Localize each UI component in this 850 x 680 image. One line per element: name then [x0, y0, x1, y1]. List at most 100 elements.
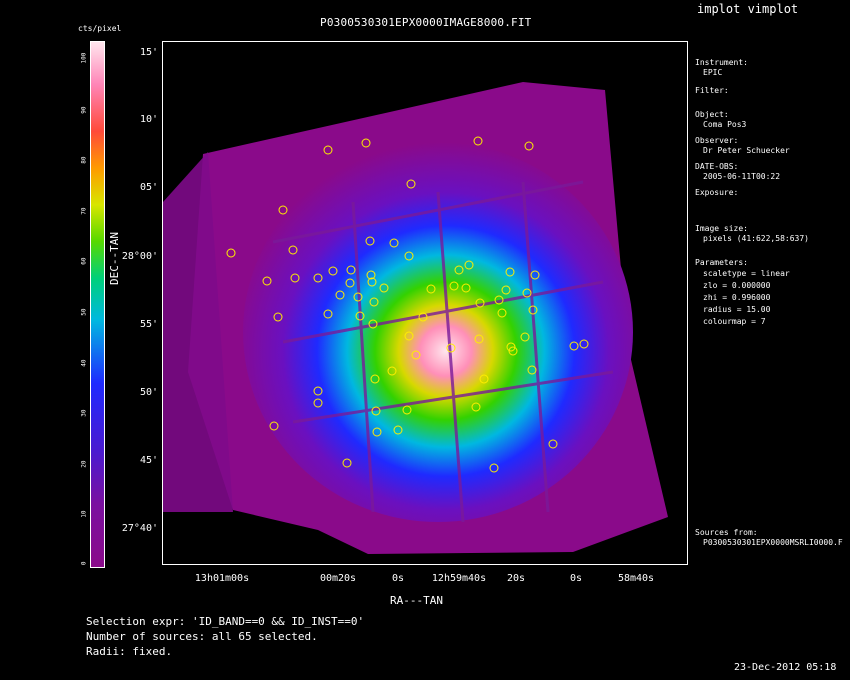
source-marker: [501, 285, 511, 295]
y-tick-label: 27°40': [121, 523, 158, 534]
plot-title: P0300530301EPX0000IMAGE8000.FIT: [320, 16, 532, 29]
source-marker: [454, 265, 464, 275]
x-tick-label: 58m40s: [617, 573, 655, 584]
source-marker: [323, 309, 333, 319]
source-marker: [520, 332, 530, 342]
object-label: Object:: [695, 110, 729, 119]
source-marker: [368, 319, 378, 329]
sources-panel: Sources from: P0300530301EPX0000MSRLI000…: [695, 528, 843, 548]
param-zlo: zlo = 0.000000: [703, 281, 771, 290]
source-marker: [365, 236, 375, 246]
source-marker: [371, 406, 381, 416]
source-marker: [522, 288, 532, 298]
parameters-label: Parameters:: [695, 258, 748, 267]
num-sources: Number of sources: all 65 selected.: [86, 630, 318, 643]
source-circles: [226, 136, 589, 473]
colorbar-tick: 40: [80, 359, 88, 367]
param-scaletype: scaletype = linear: [703, 269, 790, 278]
date-value: 2005-06-11T00:22: [703, 172, 781, 181]
source-marker: [353, 292, 363, 302]
source-marker: [528, 305, 538, 315]
image-size-value: pixels (41:622,58:637): [703, 234, 809, 243]
source-marker: [290, 273, 300, 283]
source-marker: [367, 277, 377, 287]
source-marker: [278, 205, 288, 215]
y-tick-label: 55': [139, 319, 158, 330]
source-marker: [464, 260, 474, 270]
source-marker: [475, 298, 485, 308]
source-marker: [530, 270, 540, 280]
colorbar-tick: 100: [80, 52, 88, 64]
date-label: DATE-OBS:: [695, 162, 739, 171]
source-marker: [411, 350, 421, 360]
source-marker: [579, 339, 589, 349]
colorbar-tick: 10: [80, 510, 88, 519]
source-marker: [379, 283, 389, 293]
source-marker: [313, 386, 323, 396]
source-marker: [313, 273, 323, 283]
source-marker: [273, 312, 283, 322]
timestamp: 23-Dec-2012 05:18: [734, 662, 837, 673]
object-value: Coma Pos3: [703, 120, 747, 129]
source-marker: [335, 290, 345, 300]
x-tick-label: 20s: [506, 573, 526, 584]
y-tick-label: 50': [139, 387, 158, 398]
colorbar-tick: 80: [80, 156, 88, 164]
source-marker: [471, 402, 481, 412]
source-marker: [387, 366, 397, 376]
source-marker: [393, 425, 403, 435]
source-marker: [328, 266, 338, 276]
source-marker: [370, 374, 380, 384]
x-tick-label: 13h01m00s: [194, 573, 250, 584]
source-marker: [342, 458, 352, 468]
source-marker: [366, 270, 376, 280]
param-radius: radius = 15.00: [703, 305, 771, 314]
source-marker: [389, 238, 399, 248]
y-tick-label: 45': [139, 455, 158, 466]
instrument-label: Instrument:: [695, 58, 748, 67]
y-tick-label: 15': [139, 47, 158, 58]
source-marker: [524, 141, 534, 151]
radii-text: Radii: fixed.: [86, 645, 173, 658]
plot-frame: [162, 41, 688, 565]
source-marker: [479, 374, 489, 384]
field-left: [163, 152, 233, 512]
source-marker: [505, 267, 515, 277]
image-size-label: Image size:: [695, 224, 748, 233]
source-marker: [404, 251, 414, 261]
x-tick-label: 12h59m40s: [431, 573, 487, 584]
source-marker: [461, 283, 471, 293]
source-marker: [489, 463, 499, 473]
xray-image: [163, 82, 668, 554]
colorbar: [90, 41, 105, 568]
source-marker: [426, 284, 436, 294]
source-marker: [446, 343, 456, 353]
cluster-emission: [243, 142, 633, 522]
param-zhi: zhi = 0.996000: [703, 293, 771, 302]
observer-label: Observer:: [695, 136, 739, 145]
info-panel: Instrument: EPIC Filter: Object: Coma Po…: [695, 58, 809, 328]
source-marker: [527, 365, 537, 375]
command-output: Selection expr: 'ID_BAND==0 && ID_INST==…: [86, 614, 364, 659]
source-marker: [402, 405, 412, 415]
source-marker: [548, 439, 558, 449]
x-tick-label: 00m20s: [319, 573, 357, 584]
source-marker: [262, 276, 272, 286]
source-marker: [497, 308, 507, 318]
x-axis-label: RA---TAN: [390, 594, 443, 607]
source-marker: [269, 421, 279, 431]
sources-label: Sources from:: [695, 528, 758, 537]
source-marker: [449, 281, 459, 291]
source-marker: [404, 331, 414, 341]
colorbar-tick: 20: [80, 460, 88, 468]
colorbar-tick: 70: [80, 207, 88, 215]
sources-value: P0300530301EPX0000MSRLI0000.F: [703, 538, 843, 547]
source-marker: [473, 136, 483, 146]
colorbar-tick: 60: [80, 257, 88, 266]
observer-value: Dr Peter Schuecker: [703, 146, 790, 155]
source-marker: [508, 346, 518, 356]
source-marker: [313, 398, 323, 408]
chip-gaps: [272, 180, 614, 523]
y-tick-label: 28°00': [121, 251, 158, 262]
source-marker: [369, 297, 379, 307]
